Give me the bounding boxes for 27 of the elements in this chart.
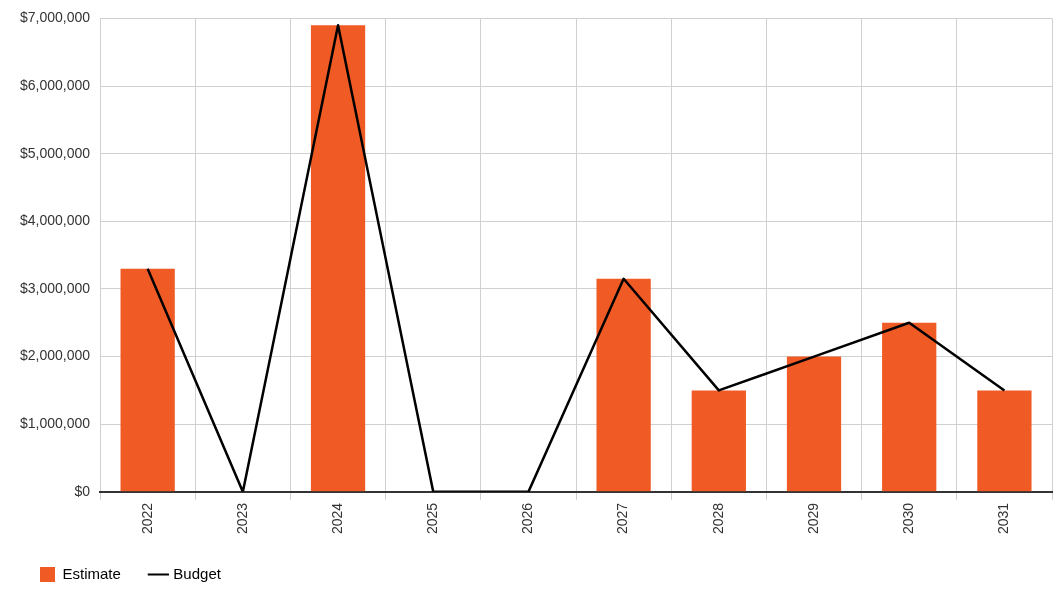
x-tick-label: 2031	[995, 502, 1012, 535]
y-tick-label: $5,000,000	[19, 144, 91, 161]
x-tick-label: 2028	[709, 502, 726, 535]
legend-label: Estimate	[62, 564, 121, 582]
bar	[977, 390, 1032, 492]
x-tick-label: 2026	[519, 502, 536, 535]
bar	[882, 322, 937, 492]
y-tick-label: $3,000,000	[19, 279, 91, 296]
x-tick-label: 2024	[328, 502, 345, 535]
y-tick-label: $0	[74, 482, 91, 499]
x-tick-label: 2030	[900, 502, 917, 535]
bar	[120, 268, 175, 492]
x-tick-label: 2022	[138, 502, 155, 535]
bar	[596, 278, 651, 492]
legend-label: Budget	[173, 564, 222, 582]
y-tick-label: $7,000,000	[19, 9, 91, 26]
x-tick-label: 2029	[804, 502, 821, 535]
y-tick-label: $2,000,000	[19, 347, 91, 364]
x-tick-label: 2027	[614, 502, 631, 535]
x-tick-label: 2023	[233, 502, 250, 535]
y-tick-label: $6,000,000	[19, 76, 91, 93]
y-tick-label: $1,000,000	[19, 415, 91, 432]
bar	[310, 25, 366, 492]
bar	[786, 356, 842, 492]
x-tick-label: 2025	[424, 502, 441, 535]
y-tick-label: $4,000,000	[19, 212, 91, 229]
bar	[691, 390, 746, 492]
